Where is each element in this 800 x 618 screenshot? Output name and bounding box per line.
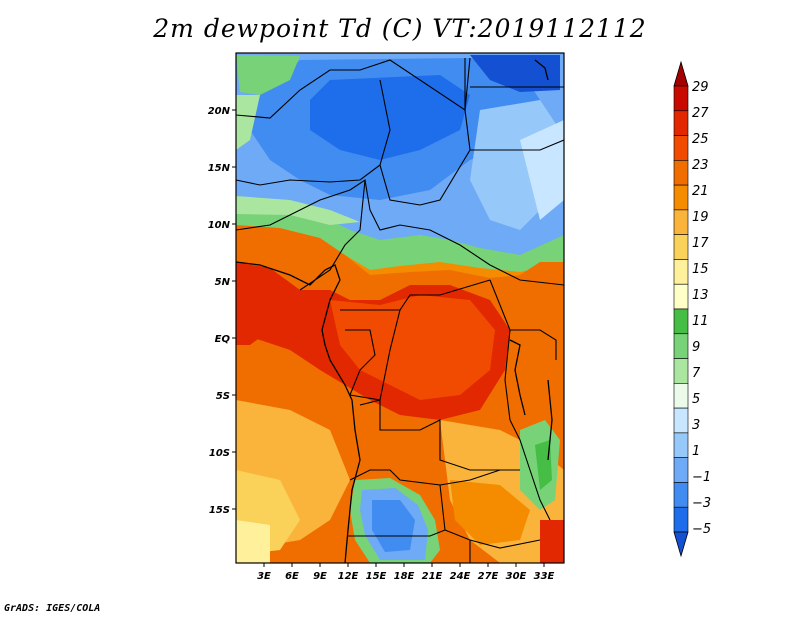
lon-labels: 3E 6E 9E 12E 15E 18E 21E 24E 27E 30E 33E [257, 571, 554, 582]
grads-credit: GrADS: IGES/COLA [4, 603, 101, 614]
lon-label: 33E [534, 571, 555, 582]
colorbar-segment [673, 333, 689, 359]
lon-label: 21E [422, 571, 443, 582]
lon-ticks [263, 563, 545, 567]
map-frame [235, 52, 565, 564]
colorbar-label: 21 [692, 184, 709, 199]
colorbar-segment [673, 358, 689, 384]
lon-label: 18E [394, 571, 415, 582]
colorbar-segment [673, 160, 689, 186]
lon-label: 15E [366, 571, 387, 582]
colorbar-cap-top [673, 60, 689, 87]
colorbar-label: 11 [692, 314, 709, 329]
lon-label: 9E [313, 571, 327, 582]
lat-label: 15N [208, 163, 231, 174]
lon-label: 24E [450, 571, 471, 582]
colorbar-segment [673, 407, 689, 434]
lon-label: 3E [257, 571, 271, 582]
colorbar-label: 7 [692, 366, 701, 381]
dewpoint-field [236, 53, 564, 563]
colorbar-label: 5 [692, 392, 700, 407]
lon-label: 12E [338, 571, 359, 582]
colorbar-label: 17 [692, 236, 709, 251]
lat-label: 5N [215, 277, 231, 288]
colorbar-label: 1 [692, 444, 700, 459]
colorbar-label: 15 [692, 262, 709, 277]
lat-label: 5S [216, 391, 230, 402]
map-title: 2m dewpoint Td (C) VT:2019112112 [153, 14, 647, 43]
lat-label: EQ [215, 334, 231, 345]
country-borders [236, 57, 564, 563]
colorbar-label: 3 [692, 418, 700, 433]
colorbar-segment [673, 209, 689, 235]
lat-label: 20N [208, 106, 231, 117]
colorbar-labels: 29 27 25 23 21 19 17 15 13 11 9 7 5 3 1 … [692, 80, 711, 537]
lat-label: 15S [209, 505, 230, 516]
colorbar [673, 60, 689, 558]
colorbar-segment [673, 135, 689, 161]
colorbar-label: 23 [692, 158, 709, 173]
colorbar-cap-bottom [673, 531, 689, 558]
colorbar-segment [673, 259, 689, 285]
colorbar-segment [673, 184, 689, 211]
colorbar-label: 25 [692, 132, 709, 147]
colorbar-label: 29 [692, 80, 709, 95]
colorbar-segment [673, 234, 689, 260]
lat-ticks [232, 109, 236, 510]
lat-label: 10S [209, 448, 230, 459]
colorbar-label: 27 [692, 106, 709, 121]
lon-label: 30E [506, 571, 527, 582]
colorbar-segment [673, 383, 689, 409]
colorbar-segment [673, 432, 689, 458]
colorbar-label: 9 [692, 340, 700, 355]
colorbar-segment [673, 283, 689, 310]
lat-labels: 20N 15N 10N 5N EQ 5S 10S 15S [208, 106, 231, 516]
colorbar-label: −3 [692, 496, 711, 511]
colorbar-label: −1 [692, 470, 711, 485]
lon-label: 6E [285, 571, 299, 582]
colorbar-label: −5 [692, 522, 711, 537]
colorbar-segment [673, 110, 689, 136]
colorbar-segment [673, 457, 689, 483]
coastline [236, 59, 553, 563]
colorbar-label: 19 [692, 210, 709, 225]
colorbar-segment [673, 308, 689, 335]
lat-label: 10N [208, 220, 231, 231]
colorbar-segment [673, 482, 689, 508]
lon-label: 27E [478, 571, 499, 582]
colorbar-segment [673, 85, 689, 112]
colorbar-segment [673, 506, 689, 533]
colorbar-label: 13 [692, 288, 709, 303]
